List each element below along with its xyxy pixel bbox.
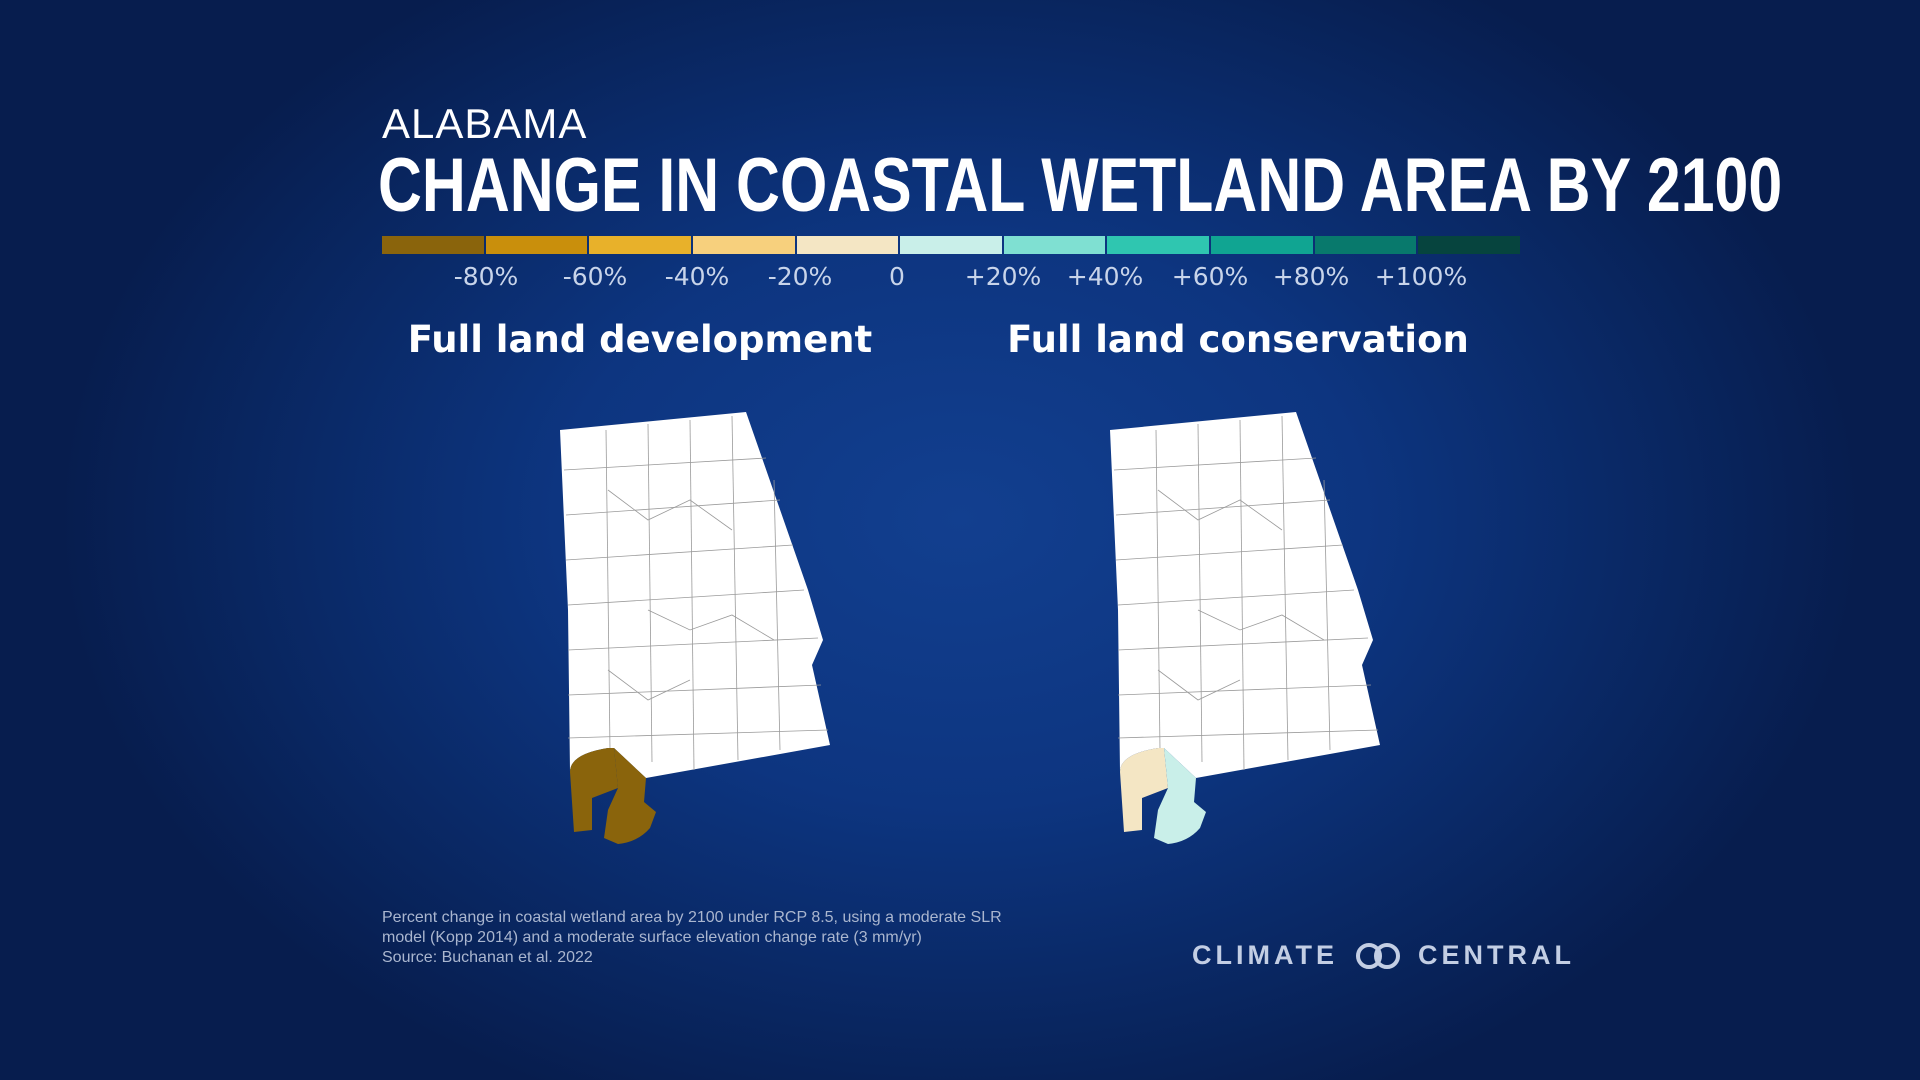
legend-tick-label: -20% bbox=[767, 262, 833, 291]
alabama-map-conservation bbox=[1110, 412, 1380, 844]
county-boundaries bbox=[1113, 415, 1379, 771]
panel-title-conservation: Full land conservation bbox=[1007, 318, 1469, 361]
page-title: CHANGE IN COASTAL WETLAND AREA BY 2100 bbox=[378, 143, 1783, 228]
footnote-line: Percent change in coastal wetland area b… bbox=[382, 909, 1002, 926]
state-land bbox=[1110, 412, 1380, 778]
county-lines bbox=[560, 412, 830, 844]
climate-central-logo: CLIMATE CENTRAL bbox=[1192, 940, 1575, 971]
legend-tick-label: -60% bbox=[562, 262, 628, 291]
state-label: ALABAMA bbox=[382, 100, 588, 147]
legend-tick-label: +40% bbox=[1066, 262, 1144, 291]
legend-swatch bbox=[900, 236, 1002, 254]
legend-tick-label: +80% bbox=[1272, 262, 1350, 291]
legend-tick-label: -40% bbox=[664, 262, 730, 291]
legend-swatch bbox=[485, 236, 588, 254]
legend-swatch bbox=[796, 236, 899, 254]
county-mobile bbox=[1120, 748, 1168, 832]
footnote-source: Source: Buchanan et al. 2022 bbox=[382, 949, 593, 966]
brand-right: CENTRAL bbox=[1417, 940, 1575, 970]
legend-tick-label: +100% bbox=[1374, 262, 1468, 291]
legend-swatch bbox=[1211, 236, 1313, 254]
footnote: Percent change in coastal wetland area b… bbox=[382, 908, 1002, 968]
interlocking-rings-icon bbox=[1355, 942, 1400, 969]
legend-tick-label: -80% bbox=[453, 262, 519, 291]
legend-tick-label: 0 bbox=[889, 262, 905, 291]
county-baldwin bbox=[604, 748, 656, 844]
legend-tick-label: +60% bbox=[1171, 262, 1249, 291]
legend-tick-label: +20% bbox=[964, 262, 1042, 291]
county-mobile bbox=[570, 748, 618, 832]
legend-swatch bbox=[1107, 236, 1210, 254]
legend-swatch bbox=[589, 236, 691, 254]
county-boundaries bbox=[563, 415, 829, 771]
legend-color-bar bbox=[382, 236, 1521, 254]
county-lines bbox=[1110, 412, 1380, 844]
legend-swatch bbox=[382, 236, 484, 254]
legend-swatch bbox=[1314, 236, 1417, 254]
state-land bbox=[560, 412, 830, 778]
legend-swatch bbox=[1418, 236, 1521, 254]
footnote-line: model (Kopp 2014) and a moderate surface… bbox=[382, 929, 922, 946]
legend-swatch bbox=[692, 236, 795, 254]
legend-swatch bbox=[1003, 236, 1106, 254]
alabama-map-development bbox=[560, 412, 830, 844]
panel-title-development: Full land development bbox=[407, 318, 873, 361]
brand-left: CLIMATE bbox=[1192, 940, 1338, 970]
county-baldwin bbox=[1154, 748, 1206, 844]
